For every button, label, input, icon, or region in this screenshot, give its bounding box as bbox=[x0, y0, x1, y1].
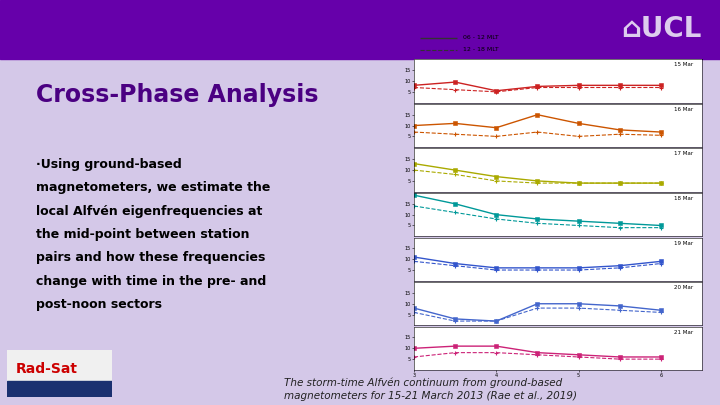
Bar bbox=[7, 381, 112, 397]
Text: local Alfvén eigenfrequencies at: local Alfvén eigenfrequencies at bbox=[36, 205, 262, 217]
Text: magnetometers, we estimate the: magnetometers, we estimate the bbox=[36, 181, 271, 194]
Text: the mid-point between station: the mid-point between station bbox=[36, 228, 250, 241]
Text: 12 - 18 MLT: 12 - 18 MLT bbox=[463, 47, 499, 53]
Text: pairs and how these frequencies: pairs and how these frequencies bbox=[36, 252, 266, 264]
FancyBboxPatch shape bbox=[7, 350, 112, 397]
Text: 19 Mar: 19 Mar bbox=[674, 241, 693, 245]
Text: 21 Mar: 21 Mar bbox=[674, 330, 693, 335]
Text: magnetometers for 15-21 March 2013 (Rae et al., 2019): magnetometers for 15-21 March 2013 (Rae … bbox=[284, 391, 577, 401]
Text: 18 Mar: 18 Mar bbox=[674, 196, 693, 201]
Text: ·Using ground-based: ·Using ground-based bbox=[36, 158, 181, 171]
Text: 17 Mar: 17 Mar bbox=[674, 151, 693, 156]
Text: 20 Mar: 20 Mar bbox=[674, 285, 693, 290]
Text: The storm-time Alfvén continuum from ground-based: The storm-time Alfvén continuum from gro… bbox=[284, 377, 562, 388]
Text: 15 Mar: 15 Mar bbox=[674, 62, 693, 67]
Text: change with time in the pre- and: change with time in the pre- and bbox=[36, 275, 266, 288]
Bar bbox=[0, 0, 720, 59]
Text: ⌂UCL: ⌂UCL bbox=[621, 15, 702, 43]
Text: Cross-Phase Analysis: Cross-Phase Analysis bbox=[36, 83, 318, 107]
Text: 16 Mar: 16 Mar bbox=[674, 107, 693, 112]
Text: 06 - 12 MLT: 06 - 12 MLT bbox=[463, 35, 499, 40]
Text: Rad-Sat: Rad-Sat bbox=[16, 362, 78, 376]
Text: post-noon sectors: post-noon sectors bbox=[36, 298, 162, 311]
